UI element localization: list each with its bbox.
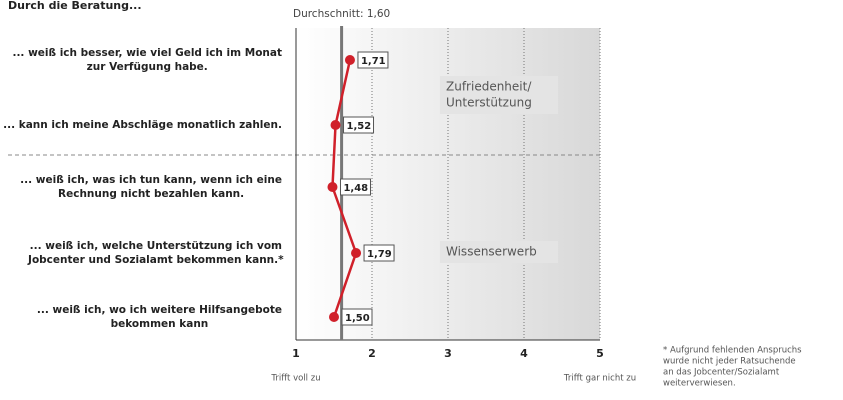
category-label: ... weiß ich, welche Unterstützung ich v… [30, 240, 282, 252]
group-box [440, 241, 558, 263]
footnote: wurde nicht jeder Ratsuchende [663, 357, 796, 367]
x-tick-label: 4 [520, 347, 528, 360]
x-label-left: Trifft voll zu [270, 374, 320, 384]
value-box [343, 116, 375, 134]
footnote: weiterverwiesen. [663, 379, 736, 389]
category-label: Rechnung nicht bezahlen kann. [58, 188, 244, 200]
value-label: 1,48 [343, 183, 368, 194]
group-box [440, 76, 558, 114]
value-box [363, 244, 395, 262]
category-label: ... weiß ich, wo ich weitere Hilfsangebo… [37, 304, 282, 316]
value-box [341, 308, 373, 326]
value-box [357, 51, 389, 69]
x-tick-label: 1 [292, 347, 300, 360]
group-label: Wissenserwerb [446, 245, 537, 259]
group-label: Zufriedenheit/ [446, 80, 532, 94]
x-tick-label: 5 [596, 347, 604, 360]
group-label: Unterstützung [446, 96, 532, 110]
footnote: * Aufgrund fehlenden Anspruchs [663, 346, 802, 356]
value-label: 1,71 [361, 56, 386, 67]
value-label: 1,79 [367, 249, 392, 260]
category-label: zur Verfügung habe. [87, 61, 208, 73]
footnote: an das Jobcenter/Sozialamt [663, 368, 780, 378]
x-tick-label: 3 [444, 347, 452, 360]
category-label: ... weiß ich besser, wie viel Geld ich i… [12, 47, 282, 59]
point [344, 55, 355, 65]
category-label: bekommen kann [111, 318, 209, 330]
point [327, 182, 338, 192]
value-box [339, 178, 371, 196]
x-tick-label: 2 [368, 347, 376, 360]
average-label: Durchschnitt: 1,60 [293, 8, 390, 20]
point [351, 248, 362, 258]
value-label: 1,52 [347, 121, 372, 132]
chart-title: Durch die Beratung... [8, 0, 142, 12]
value-label: 1,50 [345, 313, 370, 324]
point [329, 312, 339, 322]
category-label: ... kann ich meine Abschläge monatlich z… [3, 119, 282, 131]
category-label: ... weiß ich, was ich tun kann, wenn ich… [20, 174, 282, 186]
point [330, 120, 341, 130]
x-label-right: Trifft gar nicht zu [563, 374, 636, 384]
category-label: Jobcenter und Sozialamt bekommen kann.* [27, 254, 284, 266]
